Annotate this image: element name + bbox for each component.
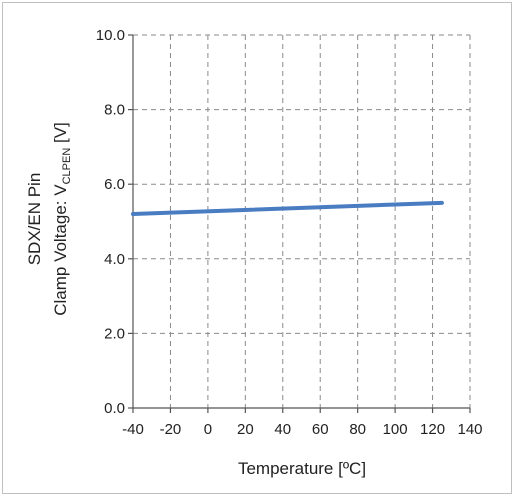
x-tick-label: 100 <box>383 421 408 438</box>
x-tick-label: 0 <box>204 421 212 438</box>
y-tick-label: 8.0 <box>104 102 125 119</box>
x-tick-label: 140 <box>457 421 482 438</box>
x-tick-label: 40 <box>274 421 291 438</box>
series-layer <box>131 200 444 217</box>
x-tick-label: -40 <box>122 421 144 438</box>
y-axis-title-prefix: Clamp Voltage: V <box>51 184 70 316</box>
tick-labels: -40 -20 0 20 40 60 80 100 120 140 0.0 2.0 4.0 6.0 8.0 1… <box>96 27 483 438</box>
series-line <box>131 200 444 217</box>
grid <box>133 34 471 408</box>
y-tick-label: 6.0 <box>104 176 125 193</box>
chart-frame <box>2 2 512 494</box>
x-tick-label: 120 <box>420 421 445 438</box>
x-tick-label: 60 <box>312 421 329 438</box>
x-tick-label: -20 <box>160 421 182 438</box>
y-tick-label: 10.0 <box>96 27 125 44</box>
y-tick-label: 0.0 <box>104 400 125 417</box>
x-tick-label: 20 <box>237 421 254 438</box>
y-axis-title-unit: [V] <box>51 122 70 148</box>
y-axis-title-subscript: CLPEN <box>61 148 73 185</box>
x-tick-label: 80 <box>349 421 366 438</box>
axes <box>128 34 471 413</box>
y-tick-label: 2.0 <box>104 325 125 342</box>
y-axis-title-line2: Clamp Voltage: VCLPEN [V] <box>51 122 73 316</box>
y-axis-title-line1: SDX/EN Pin <box>25 173 44 266</box>
y-tick-label: 4.0 <box>104 251 125 268</box>
x-axis-title: Temperature [ºC] <box>238 459 366 478</box>
